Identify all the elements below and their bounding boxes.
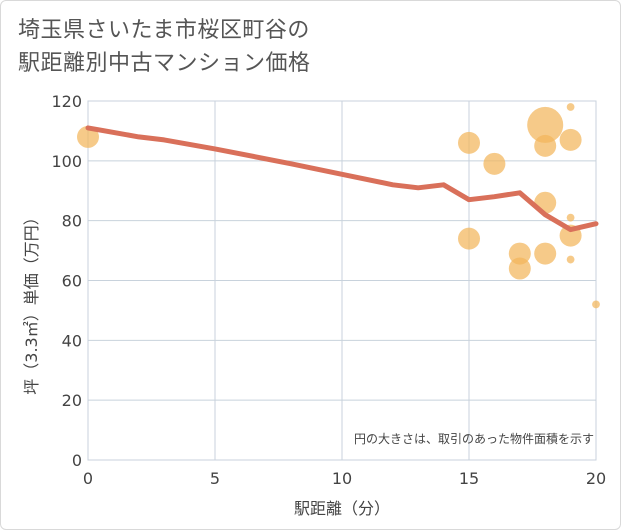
- chart-title: 埼玉県さいたま市桜区町谷の 駅距離別中古マンション価格: [18, 14, 578, 80]
- size-note: 円の大きさは、取引のあった物件面積を示す: [354, 431, 594, 446]
- y-tick-label: 100: [51, 152, 82, 171]
- title-line-1: 埼玉県さいたま市桜区町谷の: [18, 18, 310, 43]
- trend-line: [85, 125, 599, 233]
- y-tick-label: 40: [62, 331, 82, 350]
- y-tick-label: 20: [62, 391, 82, 410]
- x-tick-label: 5: [210, 469, 220, 488]
- title-line-2: 駅距離別中古マンション価格: [18, 51, 311, 76]
- bubble-point: [566, 213, 575, 222]
- y-tick-label: 0: [72, 451, 82, 470]
- bubble-point: [458, 131, 480, 154]
- bubble-point: [458, 227, 480, 250]
- bubble-point: [534, 242, 557, 265]
- trend-series: [85, 125, 599, 233]
- bubble-point: [508, 257, 531, 280]
- bubble-point: [566, 255, 575, 264]
- bubble-series: [77, 103, 600, 309]
- bubble-point: [483, 152, 506, 175]
- x-tick-label: 0: [83, 469, 93, 488]
- y-tick-label: 60: [62, 272, 82, 291]
- tick-labels: 0 5 10 15 20 0 20 40 60 80 100 120: [51, 92, 606, 488]
- grid-lines: [87, 100, 597, 461]
- y-axis-label: 坪（3.3㎡）単価（万円）: [22, 209, 41, 394]
- bubble-point: [534, 134, 557, 157]
- bubble-point: [592, 300, 600, 309]
- y-tick-label: 80: [62, 212, 82, 231]
- x-axis-label: 駅距離（分）: [294, 499, 390, 518]
- x-tick-label: 20: [586, 469, 606, 488]
- x-tick-label: 10: [332, 469, 352, 488]
- bubble-point: [566, 103, 575, 111]
- x-tick-label: 15: [459, 469, 479, 488]
- y-tick-label: 120: [51, 92, 82, 111]
- bubble-point: [527, 106, 564, 143]
- bubble-point: [559, 128, 582, 151]
